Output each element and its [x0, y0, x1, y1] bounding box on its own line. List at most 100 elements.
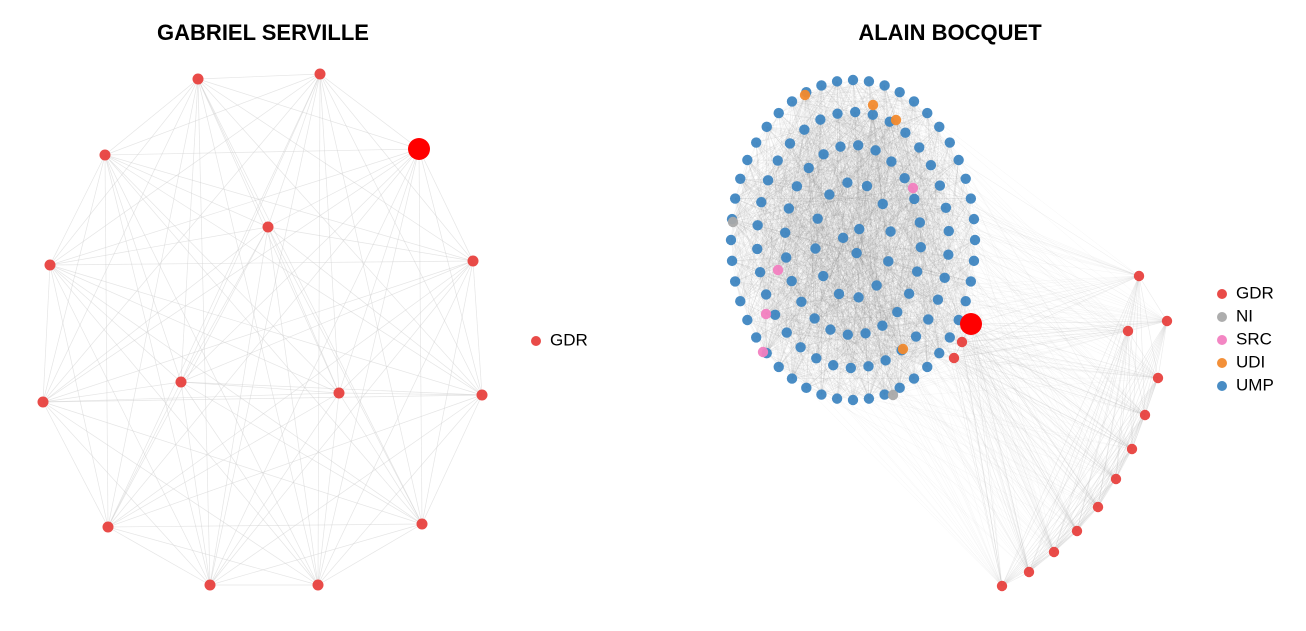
edge	[107, 260, 474, 528]
edge	[804, 129, 1133, 450]
edge	[901, 147, 920, 351]
edge	[847, 334, 915, 379]
edge	[884, 178, 966, 395]
edge	[868, 198, 915, 367]
edge	[816, 101, 915, 359]
edge	[899, 387, 1078, 532]
edge	[801, 81, 870, 302]
edge	[926, 178, 967, 367]
node	[835, 141, 846, 152]
edge	[789, 143, 917, 337]
edge	[916, 271, 963, 343]
edge	[817, 218, 902, 351]
edge	[740, 119, 897, 302]
legend-label: UDI	[1236, 352, 1265, 371]
edge	[970, 323, 1055, 553]
edge	[791, 85, 822, 379]
edge	[858, 145, 1146, 416]
edge	[882, 231, 891, 326]
edge	[961, 330, 1129, 343]
edge	[905, 101, 915, 133]
edge	[837, 113, 932, 166]
edge	[789, 143, 914, 189]
edge	[953, 357, 1099, 508]
edge	[766, 132, 906, 354]
edge	[806, 92, 854, 401]
edge	[913, 336, 917, 379]
edge	[1053, 414, 1146, 553]
edge	[854, 111, 884, 205]
edge	[830, 329, 852, 369]
node	[943, 225, 954, 237]
node	[1217, 358, 1227, 368]
edge	[859, 228, 1003, 587]
edge	[816, 357, 869, 367]
edge	[735, 252, 857, 282]
edge	[421, 394, 483, 525]
edge	[939, 185, 955, 359]
edge	[766, 275, 1140, 354]
edge	[774, 314, 807, 388]
edge	[915, 254, 949, 337]
edge	[778, 112, 906, 134]
edge	[884, 85, 959, 161]
node	[44, 259, 56, 271]
edge	[866, 186, 886, 361]
edge	[806, 387, 854, 401]
edge	[872, 114, 886, 361]
edge	[1053, 320, 1168, 553]
edge	[762, 160, 779, 353]
edge	[784, 129, 805, 233]
edge	[735, 164, 932, 282]
edge	[789, 143, 1140, 277]
edge	[1028, 330, 1129, 573]
edge	[786, 332, 902, 351]
edge	[788, 187, 914, 209]
edge	[895, 119, 966, 302]
edge	[892, 254, 949, 396]
edge	[882, 325, 1129, 332]
edge	[778, 112, 904, 350]
edge	[786, 301, 802, 333]
edge	[765, 182, 848, 295]
edge	[778, 81, 870, 368]
edge	[42, 78, 199, 403]
edge	[895, 119, 914, 189]
edge	[731, 260, 1133, 450]
edge	[814, 297, 859, 319]
edge	[180, 78, 199, 383]
edge	[926, 126, 940, 367]
edge	[804, 81, 838, 130]
edge	[784, 114, 874, 233]
edge	[740, 301, 1030, 573]
edge	[888, 261, 940, 354]
edge	[730, 81, 870, 241]
edge	[761, 112, 928, 203]
edge	[920, 207, 947, 248]
edge	[970, 323, 1117, 480]
edge	[338, 392, 483, 396]
edge	[836, 231, 891, 399]
edge	[786, 332, 904, 350]
edge	[42, 401, 211, 586]
edge	[757, 177, 905, 226]
edge	[902, 142, 951, 350]
edge	[791, 252, 857, 282]
edge	[734, 198, 761, 273]
edge	[808, 167, 886, 361]
edge	[759, 207, 947, 273]
edge	[801, 104, 874, 302]
edge	[832, 159, 959, 366]
edge	[833, 350, 902, 366]
edge	[774, 129, 805, 315]
edge	[789, 92, 807, 144]
edge	[1028, 377, 1159, 573]
edge	[872, 114, 910, 294]
edge	[806, 92, 902, 351]
edge	[836, 81, 972, 199]
node	[761, 121, 772, 133]
edge	[837, 113, 921, 223]
edge	[859, 228, 1078, 532]
edge	[740, 159, 959, 302]
node	[908, 373, 920, 384]
